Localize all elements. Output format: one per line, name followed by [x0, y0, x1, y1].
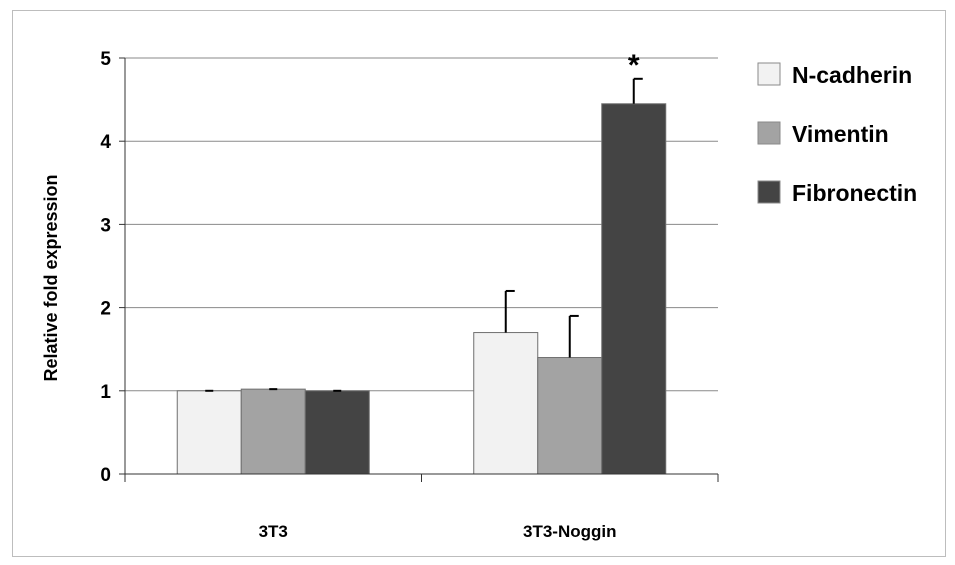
annotations: *	[628, 49, 640, 82]
bar-fibronectin-3t3-noggin	[601, 103, 667, 475]
legend-label-fibronectin: Fibronectin	[792, 180, 917, 206]
legend-label-vimentin: Vimentin	[792, 121, 889, 147]
bar-n-cadherin-3t3	[176, 390, 242, 475]
chart-frame: 0 1 2 3 4 5 3T3 3T3-Noggin Relative fold expre…	[12, 10, 946, 557]
bar-vimentin-3t3-noggin	[537, 357, 603, 475]
error-bars	[205, 77, 643, 392]
y-tick-label-2: 2	[100, 299, 111, 320]
significance-marker-0: *	[628, 49, 640, 82]
axes	[119, 57, 719, 482]
x-tick-labels: 3T3 3T3-Noggin	[259, 522, 617, 541]
x-tick-label-0: 3T3	[259, 522, 288, 541]
y-tick-label-1: 1	[100, 382, 111, 403]
legend-swatch-n-cadherin	[757, 62, 781, 86]
y-axis-label: Relative fold expression	[41, 174, 61, 381]
legend-label-n-cadherin: N-cadherin	[792, 62, 912, 88]
y-tick-label-5: 5	[100, 49, 111, 70]
bar-chart: 0 1 2 3 4 5 3T3 3T3-Noggin Relative fold expre…	[41, 49, 917, 541]
legend: N-cadherin Vimentin Fibronectin	[757, 62, 917, 206]
y-tick-label-4: 4	[100, 132, 111, 153]
bars	[176, 103, 667, 475]
x-tick-label-1: 3T3-Noggin	[523, 522, 617, 541]
bar-fibronectin-3t3	[304, 390, 370, 475]
bar-n-cadherin-3t3-noggin	[473, 332, 539, 475]
legend-swatch-fibronectin	[757, 180, 781, 204]
legend-swatch-vimentin	[757, 121, 781, 145]
bar-vimentin-3t3	[240, 388, 306, 475]
y-tick-label-3: 3	[100, 215, 111, 236]
y-tick-label-0: 0	[100, 465, 111, 486]
y-tick-labels: 0 1 2 3 4 5	[100, 49, 111, 486]
